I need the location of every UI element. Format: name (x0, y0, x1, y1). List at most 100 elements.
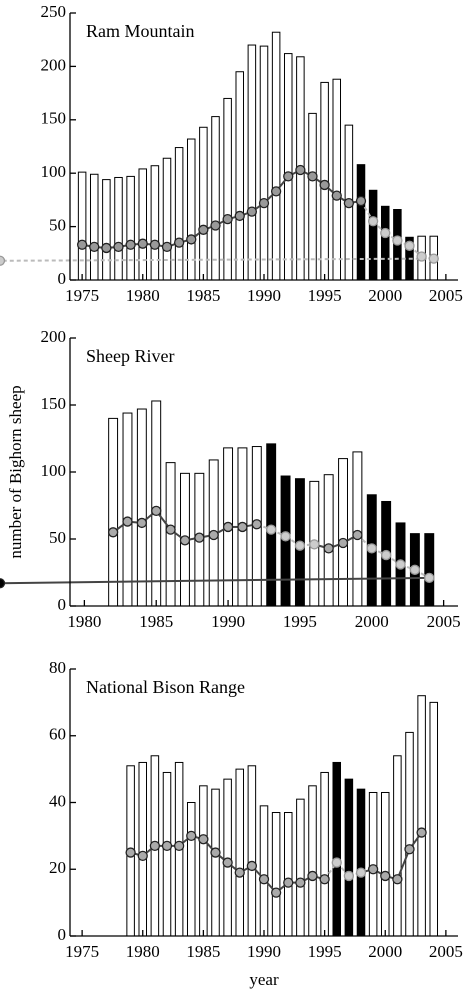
point (251, 519, 262, 530)
y-tick-label: 150 (41, 109, 67, 128)
point (380, 870, 391, 882)
point (210, 847, 221, 858)
y-tick-label: 50 (49, 216, 66, 235)
point (186, 830, 197, 842)
point (222, 857, 233, 868)
x-tick-label: 1985 (186, 286, 220, 305)
bar (308, 112, 317, 281)
bar (186, 802, 196, 937)
bar (102, 179, 111, 281)
point (136, 517, 148, 529)
bar (247, 765, 257, 937)
bar (356, 788, 366, 937)
bar (126, 175, 135, 281)
bar (356, 164, 366, 281)
bar (271, 31, 281, 281)
y-tick-label: 20 (49, 858, 66, 877)
bar (211, 116, 220, 281)
point (258, 874, 270, 885)
bar (259, 45, 269, 281)
x-tick-label: 1980 (126, 286, 160, 305)
point (125, 239, 136, 250)
y-tick-label: 200 (41, 327, 67, 346)
x-axis-label: year (249, 970, 279, 989)
bar (259, 805, 269, 937)
point (355, 867, 367, 878)
point (295, 164, 306, 176)
point (151, 505, 162, 517)
bar (344, 778, 354, 937)
bar (271, 812, 281, 937)
x-tick-label: 1995 (308, 942, 342, 961)
bar (162, 771, 172, 937)
chart-title: National Bison Range (86, 677, 245, 697)
bar (405, 731, 414, 937)
point (331, 857, 342, 868)
bar (108, 417, 119, 607)
bar (332, 78, 342, 281)
trend-segment (0, 257, 434, 262)
x-tick-label: 1975 (65, 942, 99, 961)
y-tick-label: 250 (41, 2, 67, 21)
trend-segment (396, 848, 411, 880)
point (234, 867, 245, 878)
bar (393, 755, 402, 937)
bar (352, 451, 363, 607)
bar (199, 126, 208, 281)
point (309, 539, 320, 550)
bar (417, 695, 426, 937)
point (266, 524, 277, 535)
bar (235, 71, 245, 281)
point (283, 171, 294, 182)
point (409, 564, 421, 575)
point (307, 870, 318, 882)
point (173, 237, 185, 248)
point (107, 527, 119, 538)
point (161, 840, 173, 852)
bar (150, 165, 160, 281)
x-tick-label: 2000 (355, 612, 389, 631)
point (165, 524, 176, 535)
point (395, 559, 406, 570)
bar (368, 189, 378, 281)
point (149, 840, 161, 852)
point (210, 220, 221, 231)
x-tick-label: 2000 (368, 942, 402, 961)
point (380, 227, 391, 239)
point (125, 847, 136, 858)
y-tick-label: 60 (49, 725, 66, 744)
point (295, 877, 306, 888)
point (113, 241, 124, 253)
bar (320, 771, 329, 937)
x-tick-label: 1990 (247, 942, 281, 961)
bar (138, 168, 148, 281)
bar (89, 173, 99, 281)
y-tick-label: 100 (41, 461, 67, 480)
point (355, 195, 367, 207)
bar (338, 458, 348, 607)
point (283, 877, 294, 888)
bar (429, 701, 439, 937)
point (222, 213, 233, 225)
y-tick-label: 0 (58, 925, 67, 944)
bar (122, 412, 133, 607)
point (208, 529, 219, 541)
point (380, 549, 392, 561)
point (337, 537, 349, 549)
point (319, 874, 330, 885)
bar (151, 400, 162, 607)
point (367, 216, 379, 227)
bar (380, 791, 390, 937)
point (186, 234, 197, 245)
point (246, 860, 258, 872)
bar (332, 761, 342, 937)
y-tick-label: 200 (41, 55, 67, 74)
point (331, 190, 342, 201)
y-tick-label: 0 (58, 595, 67, 614)
bar (136, 408, 147, 607)
point (270, 887, 282, 898)
y-tick-label: 40 (49, 791, 66, 810)
bar (199, 785, 208, 937)
point (280, 531, 291, 542)
point (194, 532, 205, 543)
